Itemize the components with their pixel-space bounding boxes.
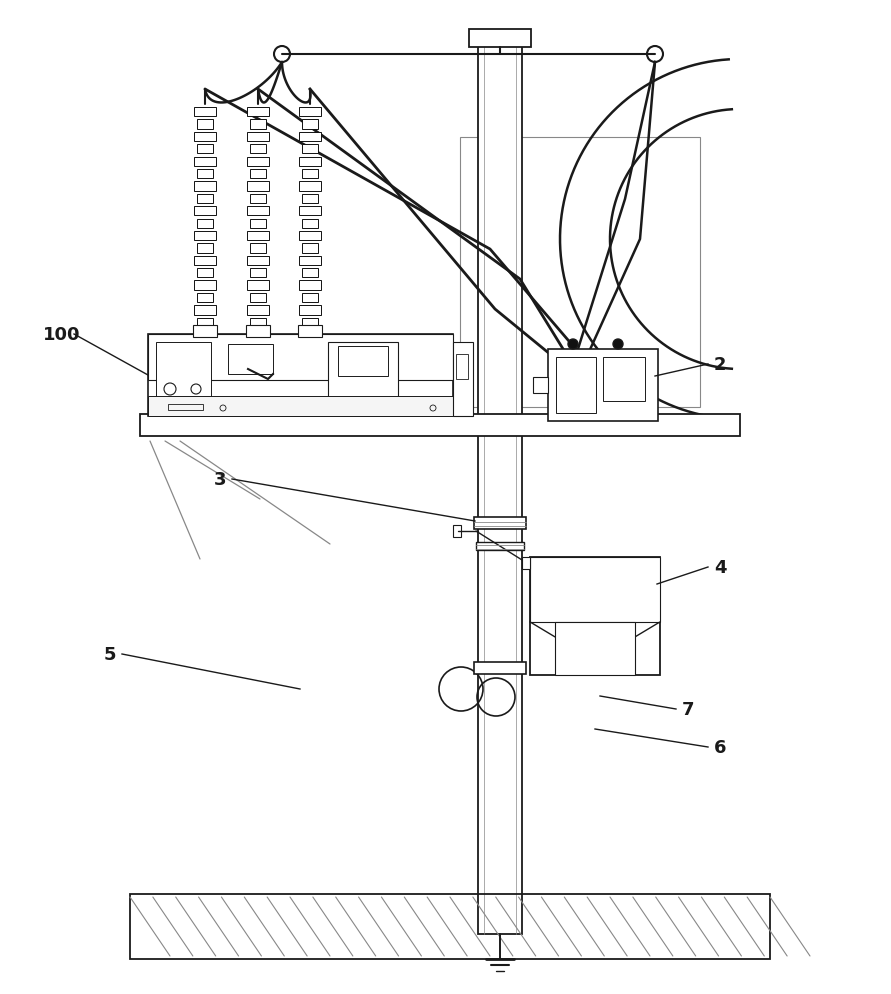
Bar xyxy=(250,268,266,278)
Bar xyxy=(302,268,318,278)
Bar xyxy=(197,220,213,229)
Bar xyxy=(194,157,216,167)
Bar xyxy=(298,326,322,338)
Bar xyxy=(299,232,321,241)
Bar xyxy=(556,358,596,414)
Bar xyxy=(338,347,388,377)
Text: 2: 2 xyxy=(714,356,726,374)
Bar xyxy=(302,293,318,303)
Bar xyxy=(197,145,213,154)
Bar xyxy=(299,108,321,117)
Bar xyxy=(299,306,321,315)
Bar xyxy=(530,558,660,622)
Bar xyxy=(469,30,531,48)
Bar xyxy=(302,170,318,179)
Bar xyxy=(476,543,524,551)
Bar xyxy=(194,207,216,216)
Bar xyxy=(194,232,216,241)
Bar xyxy=(193,326,217,338)
Bar xyxy=(197,318,213,328)
Bar xyxy=(148,397,453,416)
Bar xyxy=(156,343,211,409)
Bar xyxy=(247,108,269,117)
Bar xyxy=(247,256,269,265)
Bar xyxy=(247,232,269,241)
Bar xyxy=(247,281,269,290)
Bar xyxy=(250,120,266,129)
Text: 7: 7 xyxy=(682,701,694,719)
Bar xyxy=(299,281,321,290)
Bar xyxy=(299,132,321,142)
Bar xyxy=(197,120,213,129)
Bar xyxy=(302,195,318,204)
Bar xyxy=(530,558,660,675)
Text: 4: 4 xyxy=(714,559,726,577)
Bar xyxy=(197,268,213,278)
Bar xyxy=(194,306,216,315)
Bar xyxy=(302,220,318,229)
Bar xyxy=(302,318,318,328)
Bar xyxy=(555,622,635,675)
Bar xyxy=(140,414,740,436)
Bar xyxy=(250,293,266,303)
Text: 3: 3 xyxy=(214,470,226,488)
Bar xyxy=(453,526,461,538)
Bar xyxy=(453,343,473,416)
Bar xyxy=(194,108,216,117)
Bar xyxy=(197,245,213,253)
Bar xyxy=(194,132,216,142)
Bar xyxy=(130,894,770,959)
Bar xyxy=(247,182,269,192)
Bar xyxy=(197,170,213,179)
Bar xyxy=(299,182,321,192)
Bar xyxy=(302,120,318,129)
Bar xyxy=(250,145,266,154)
Bar xyxy=(250,245,266,253)
Bar xyxy=(522,558,530,570)
Bar xyxy=(247,132,269,142)
Bar xyxy=(456,355,468,380)
Bar xyxy=(474,662,526,674)
Bar xyxy=(194,256,216,265)
Bar xyxy=(250,195,266,204)
Bar xyxy=(250,318,266,328)
Bar xyxy=(194,281,216,290)
Bar xyxy=(250,170,266,179)
Text: 5: 5 xyxy=(103,645,116,663)
Circle shape xyxy=(568,340,578,350)
Bar xyxy=(194,182,216,192)
Bar xyxy=(548,350,658,421)
Bar xyxy=(474,518,526,530)
Bar xyxy=(250,220,266,229)
Circle shape xyxy=(613,340,623,350)
Bar xyxy=(302,245,318,253)
Text: 6: 6 xyxy=(714,739,726,756)
Bar xyxy=(299,256,321,265)
Bar xyxy=(228,345,273,375)
Bar xyxy=(247,207,269,216)
Bar xyxy=(299,157,321,167)
Text: 100: 100 xyxy=(44,326,81,344)
Bar xyxy=(478,33,522,934)
Bar xyxy=(603,358,645,402)
Bar xyxy=(533,378,548,394)
Bar xyxy=(246,326,270,338)
Bar xyxy=(168,405,203,411)
Bar xyxy=(460,138,700,408)
Bar xyxy=(302,145,318,154)
Bar xyxy=(148,335,453,381)
Bar xyxy=(328,343,398,409)
Bar xyxy=(197,195,213,204)
Bar xyxy=(247,306,269,315)
Bar xyxy=(197,293,213,303)
Bar xyxy=(247,157,269,167)
Bar xyxy=(299,207,321,216)
Bar xyxy=(148,335,453,416)
